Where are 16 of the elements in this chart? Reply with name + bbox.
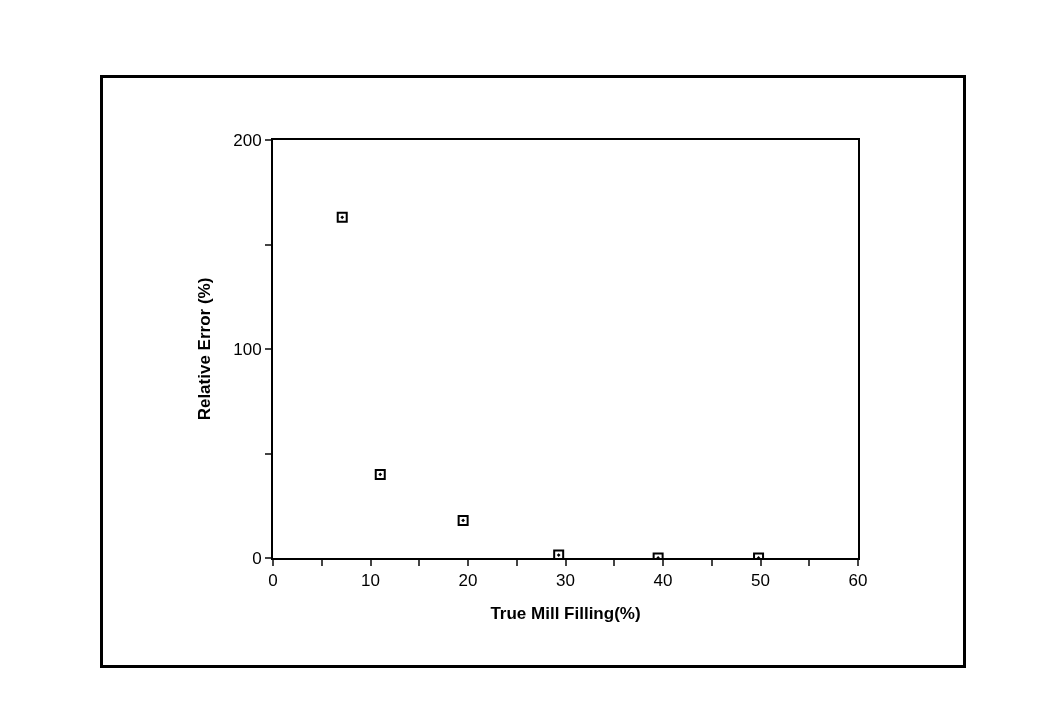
y-axis-title: Relative Error (%) (195, 277, 215, 421)
y-tick-label: 0 (252, 548, 262, 568)
point (457, 514, 469, 526)
x-tick-label: 60 (848, 571, 868, 591)
x-tick-label: 20 (458, 571, 478, 591)
point (336, 211, 348, 223)
x-axis-title: True Mill Filling(%) (490, 604, 641, 624)
x-tick-label: 30 (556, 571, 575, 591)
x-tick-label: 50 (751, 571, 770, 591)
y-tick-label: 200 (233, 130, 262, 150)
y-tick-label: 100 (233, 339, 262, 359)
point (553, 549, 565, 558)
x-tick-label: 0 (268, 571, 278, 591)
x-tick-label: 10 (361, 571, 380, 591)
x-tick-label: 40 (653, 571, 673, 591)
point (374, 468, 386, 480)
